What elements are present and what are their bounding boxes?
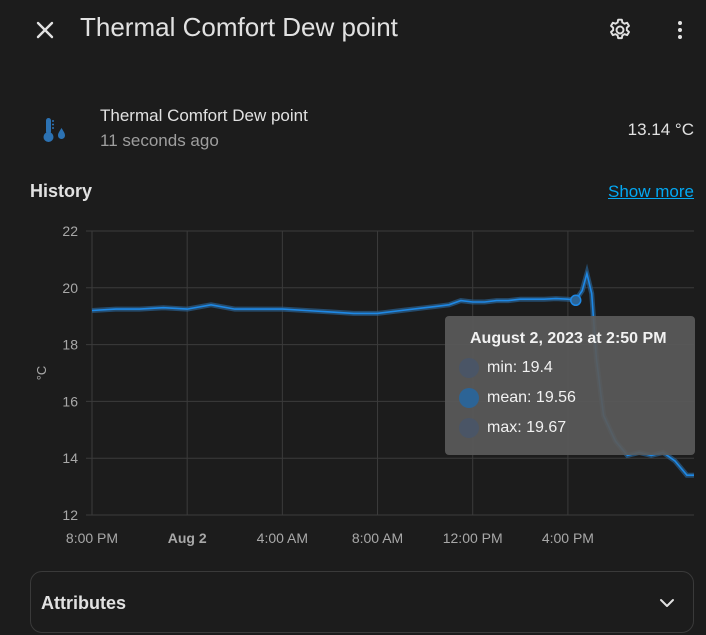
entity-name: Thermal Comfort Dew point bbox=[100, 106, 308, 125]
y-axis-label: °C bbox=[34, 366, 49, 381]
tooltip-max-marker bbox=[459, 418, 479, 438]
chart-svg[interactable]: 12 14 16 18 20 22 8:00 PM Aug 2 4:00 AM 8:00 AM 12… bbox=[0, 215, 706, 555]
entity-state: 13.14 °C bbox=[627, 120, 694, 139]
chevron-down-icon bbox=[660, 599, 674, 607]
thermometer-water-icon bbox=[43, 118, 65, 142]
tooltip-min-marker bbox=[459, 358, 479, 378]
y-tick-label: 22 bbox=[62, 223, 78, 239]
x-tick-label: 4:00 AM bbox=[257, 530, 308, 546]
tooltip-row-mean: mean: 19.56 bbox=[459, 388, 576, 408]
last-changed-time: 11 seconds ago bbox=[100, 131, 219, 150]
x-tick-label: Aug 2 bbox=[168, 530, 207, 546]
tooltip-row-max: max: 19.67 bbox=[459, 418, 566, 438]
settings-button[interactable] bbox=[597, 7, 643, 53]
tooltip-min-label: min: 19.4 bbox=[487, 359, 553, 376]
y-tick-label: 14 bbox=[62, 450, 78, 466]
x-tick-label: 12:00 PM bbox=[443, 530, 503, 546]
dialog-title: Thermal Comfort Dew point bbox=[80, 12, 398, 42]
chart-tooltip: August 2, 2023 at 2:50 PM min: 19.4 mean… bbox=[445, 316, 695, 455]
close-button[interactable] bbox=[22, 7, 68, 53]
attributes-expander[interactable]: Attributes bbox=[30, 571, 694, 633]
history-heading: History bbox=[30, 181, 93, 201]
gear-icon bbox=[610, 18, 630, 40]
y-tick-label: 12 bbox=[62, 507, 78, 523]
y-tick-label: 20 bbox=[62, 280, 78, 296]
tooltip-title: August 2, 2023 at 2:50 PM bbox=[470, 330, 667, 347]
tooltip-mean-label: mean: 19.56 bbox=[487, 389, 576, 406]
more-options-button[interactable] bbox=[657, 7, 703, 53]
close-icon bbox=[36, 21, 54, 39]
tooltip-row-min: min: 19.4 bbox=[459, 358, 553, 378]
x-tick-label: 4:00 PM bbox=[542, 530, 594, 546]
y-tick-label: 18 bbox=[62, 337, 78, 353]
dialog-header: Thermal Comfort Dew point bbox=[0, 0, 706, 60]
tooltip-max-label: max: 19.67 bbox=[487, 419, 567, 436]
tooltip-mean-marker bbox=[459, 388, 479, 408]
show-more-link[interactable]: Show more bbox=[608, 182, 694, 201]
dots-vertical-icon bbox=[678, 21, 682, 39]
x-tick-label: 8:00 AM bbox=[352, 530, 403, 546]
attributes-label: Attributes bbox=[41, 593, 126, 613]
entity-row: Thermal Comfort Dew point 11 seconds ago… bbox=[0, 100, 706, 160]
x-tick-label: 8:00 PM bbox=[66, 530, 118, 546]
history-chart[interactable]: 12 14 16 18 20 22 8:00 PM Aug 2 4:00 AM 8:00 AM 12… bbox=[0, 215, 706, 555]
highlight-point bbox=[569, 294, 582, 307]
y-tick-label: 16 bbox=[62, 393, 78, 409]
